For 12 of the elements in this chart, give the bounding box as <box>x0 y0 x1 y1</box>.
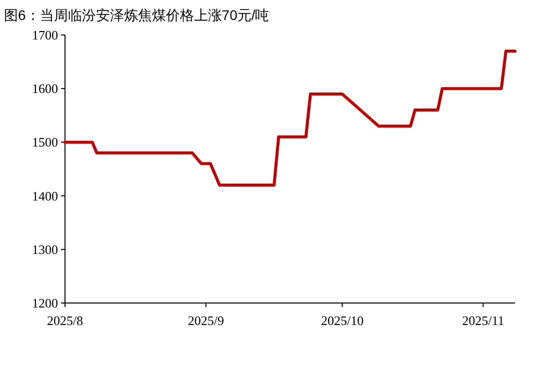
y-tick-label: 1600 <box>32 81 58 96</box>
chart-title: 图6：当周临汾安泽炼焦煤价格上涨70元/吨 <box>4 7 270 23</box>
x-tick-label: 2025/8 <box>46 313 84 328</box>
y-tick-label: 1400 <box>32 188 58 204</box>
y-tick-label: 1200 <box>32 296 58 310</box>
x-tick-label: 2025/10 <box>320 313 364 328</box>
line-series <box>64 50 516 187</box>
x-tick-label: 2025/11 <box>462 313 504 328</box>
x-tick-label: 2025/9 <box>188 313 224 328</box>
y-tick-label: 1700 <box>32 28 58 42</box>
y-tick-label: 1300 <box>32 242 58 257</box>
y-tick-label: 1500 <box>32 134 58 150</box>
